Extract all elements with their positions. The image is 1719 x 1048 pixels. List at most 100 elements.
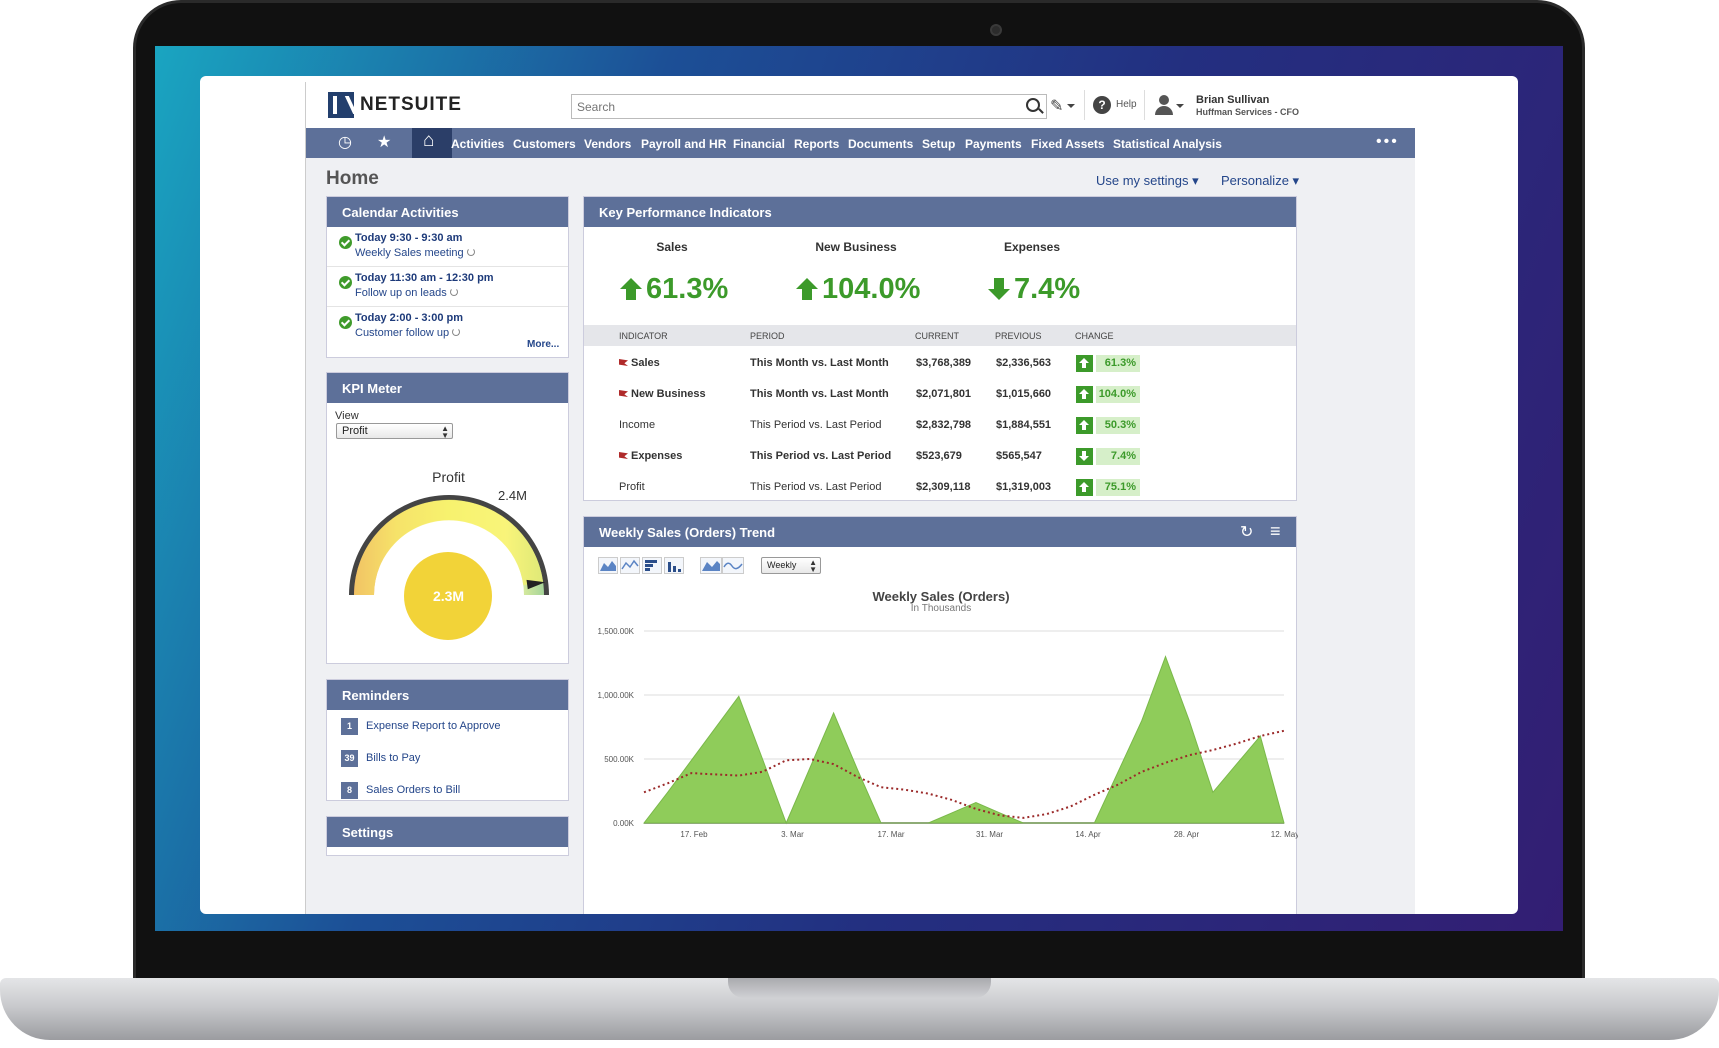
kpi-current-cell: $2,309,118 [916, 481, 971, 493]
kpi-highlight-label: Expenses [1003, 240, 1061, 254]
kpi-change-value: 61.3% [1096, 355, 1140, 372]
reminders-portlet: Reminders 1 Expense Report to Approve 39… [326, 679, 569, 801]
calendar-activities-title[interactable]: Calendar Activities [327, 197, 568, 227]
calendar-item-time[interactable]: Today 2:00 - 3:00 pm [355, 312, 463, 324]
kpi-change-value: 50.3% [1096, 417, 1140, 434]
use-my-settings-link[interactable]: Use my settings ▾ [1096, 173, 1199, 188]
check-circle-icon [339, 276, 352, 289]
kpi-highlight-value-text: 7.4% [1014, 273, 1081, 305]
kpi-indicator-text: Income [619, 419, 656, 431]
help-label[interactable]: Help [1116, 99, 1137, 110]
reminder-label[interactable]: Sales Orders to Bill [366, 784, 461, 796]
laptop-notch [728, 978, 991, 998]
create-new-icon[interactable]: ✎ [1050, 98, 1064, 115]
gauge-max-label: 2.4M [498, 488, 527, 503]
nav-documents[interactable]: Documents [848, 137, 914, 151]
sales-area-series [642, 655, 1285, 825]
x-tick-label: 17. Feb [680, 830, 708, 839]
calendar-activities-portlet: Calendar Activities Today 9:30 - 9:30 am… [326, 196, 569, 358]
nav-setup[interactable]: Setup [922, 137, 956, 151]
view-label: View [335, 410, 359, 422]
nav-home-button[interactable]: ⌂ [412, 128, 452, 158]
settings-title[interactable]: Settings [327, 817, 568, 847]
x-tick-label: 31. Mar [976, 830, 1003, 839]
kpi-highlight-value-text: 61.3% [646, 273, 729, 305]
calendar-item-time[interactable]: Today 9:30 - 9:30 am [355, 232, 463, 244]
chart-moving-average-button[interactable] [700, 557, 722, 574]
recent-records-icon[interactable]: ◷ [338, 134, 352, 151]
refresh-icon[interactable]: ↻ [1240, 524, 1254, 541]
weekly-sales-trend-title[interactable]: Weekly Sales (Orders) Trend [584, 517, 1296, 547]
chart-trend-button[interactable] [722, 557, 744, 574]
calendar-item-desc[interactable]: Follow up on leads [355, 287, 458, 299]
gauge-title: Profit [432, 469, 465, 485]
chart-title: Weekly Sales (Orders) [872, 589, 1010, 604]
arrow-up-icon [1076, 417, 1093, 434]
nav-reports[interactable]: Reports [794, 137, 840, 151]
calendar-item[interactable]: Today 11:30 am - 12:30 pm Follow up on l… [327, 267, 568, 307]
check-circle-icon [339, 316, 352, 329]
personalize-link[interactable]: Personalize ▾ [1221, 173, 1300, 188]
chart-area-type-button[interactable] [598, 557, 618, 574]
kpi-indicator-cell[interactable]: Expenses [619, 450, 682, 462]
chart-bar-type-button[interactable] [642, 557, 662, 574]
kpi-indicator-cell[interactable]: New Business [619, 388, 706, 400]
help-icon[interactable]: ? [1093, 96, 1111, 114]
calendar-item[interactable]: Today 2:00 - 3:00 pm Customer follow up [327, 307, 568, 347]
y-tick-label: 1,000.00K [598, 691, 635, 700]
flag-icon [619, 359, 628, 366]
reminder-label[interactable]: Bills to Pay [366, 752, 421, 764]
search-input[interactable] [571, 94, 1047, 119]
chevron-down-icon[interactable] [1176, 104, 1184, 108]
kpi-current-cell: $2,071,801 [916, 388, 972, 400]
user-name[interactable]: Brian Sullivan [1196, 94, 1270, 106]
chart-column-type-button[interactable] [664, 557, 684, 574]
nav-payroll-and-hr[interactable]: Payroll and HR [641, 137, 727, 151]
kpi-period-cell: This Period vs. Last Period [750, 481, 882, 493]
kpi-period-cell: This Month vs. Last Month [750, 357, 889, 369]
kpi-view-value: Profit [342, 425, 368, 437]
calendar-item[interactable]: Today 9:30 - 9:30 am Weekly Sales meetin… [327, 227, 568, 267]
nav-fixed-assets[interactable]: Fixed Assets [1031, 137, 1105, 151]
nav-statistical-analysis[interactable]: Statistical Analysis [1113, 137, 1222, 151]
arrow-down-icon [1076, 448, 1093, 465]
reminders-title[interactable]: Reminders [327, 680, 568, 710]
calendar-item-time[interactable]: Today 11:30 am - 12:30 pm [355, 272, 494, 284]
area-chart-icon [600, 561, 616, 571]
calendar-item-desc[interactable]: Weekly Sales meeting [355, 247, 475, 259]
portlet-menu-icon[interactable]: ≡ [1270, 521, 1281, 541]
user-avatar-icon[interactable] [1154, 95, 1174, 115]
nav-customers[interactable]: Customers [513, 137, 576, 151]
column-chart-icon [668, 562, 681, 572]
nav-vendors[interactable]: Vendors [584, 137, 632, 151]
use-my-settings-label: Use my settings [1096, 173, 1189, 188]
calendar-item-desc[interactable]: Customer follow up [355, 327, 461, 339]
nav-financial[interactable]: Financial [733, 137, 786, 151]
kpi-title[interactable]: Key Performance Indicators [584, 197, 1296, 227]
calendar-more-link[interactable]: More... [527, 339, 560, 350]
kpi-highlight-label: New Business [815, 240, 897, 254]
netsuite-logo[interactable]: NETSUITE [328, 92, 462, 118]
gauge-needle-icon [526, 579, 546, 590]
browser-window: NETSUITE ✎ ? Help Brian Sullivan Huffman… [200, 76, 1518, 914]
search-icon[interactable] [1026, 98, 1040, 112]
nav-payments[interactable]: Payments [965, 137, 1022, 151]
kpi-indicator-cell[interactable]: Sales [619, 357, 660, 369]
shortcuts-star-icon[interactable]: ★ [377, 134, 392, 151]
reminder-label[interactable]: Expense Report to Approve [366, 720, 501, 732]
kpi-change-value: 104.0% [1096, 386, 1140, 403]
kpi-indicator-cell[interactable]: Income [619, 419, 655, 431]
nav-more-icon[interactable]: ••• [1376, 133, 1399, 150]
trend-range-select[interactable]: Weekly ▲ ▼ [761, 557, 821, 574]
chevron-down-icon[interactable] [1067, 104, 1075, 108]
kpi-meter-title[interactable]: KPI Meter [327, 373, 568, 403]
kpi-view-select[interactable]: Profit ▲ ▼ [336, 423, 453, 440]
nav-activities[interactable]: Activities [451, 137, 505, 151]
x-tick-label: 3. Mar [781, 830, 804, 839]
calendar-item-desc-text: Follow up on leads [355, 287, 447, 299]
chart-line-type-button[interactable] [620, 557, 640, 574]
kpi-indicator-cell[interactable]: Profit [619, 481, 645, 493]
recurring-icon [449, 288, 458, 296]
x-tick-label: 17. Mar [877, 830, 904, 839]
